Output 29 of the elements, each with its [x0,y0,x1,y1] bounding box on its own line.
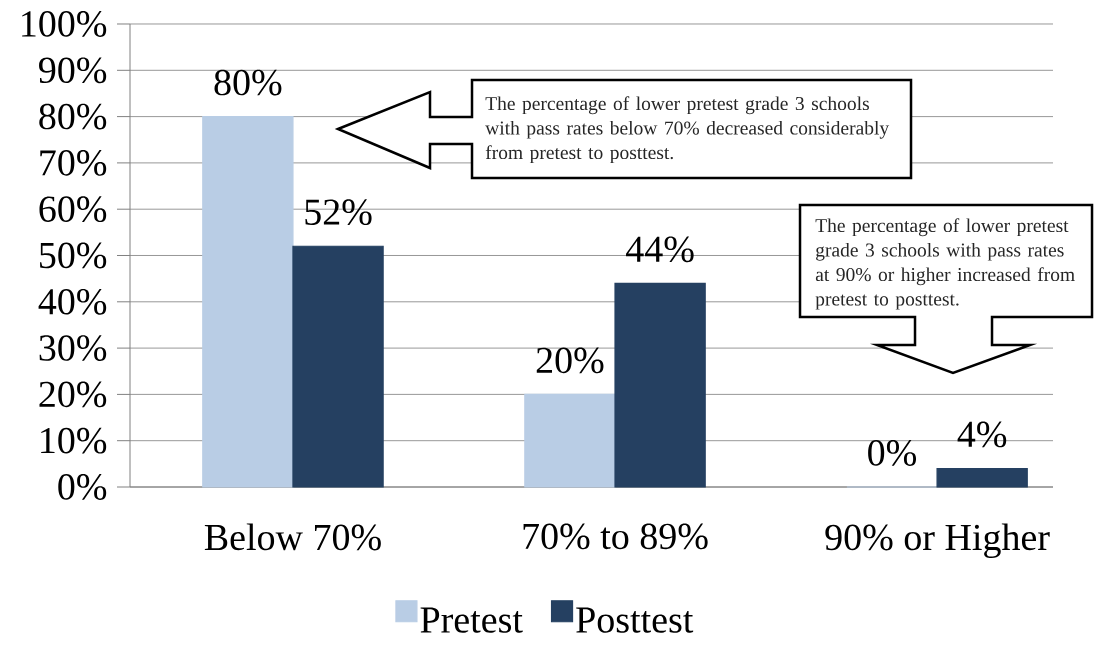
data-label: 0% [868,440,917,466]
y-tick-label: 70% [40,150,107,176]
legend-label: Posttest [576,607,694,633]
data-label: 20% [536,347,604,374]
x-tick-label: 70% to 89% [523,523,708,550]
y-tick-label: 80% [39,103,107,130]
bar [524,393,616,488]
data-label: 44% [626,236,694,263]
y-tick-label: 90% [39,57,107,84]
y-tick-label: 20% [39,381,107,408]
annotation: The percentage of lower pretest grade 3 schools with pass rates below 70% decreased considerably from pretest to posttest. [485,96,890,164]
y-tick-label: 60% [39,196,107,223]
data-label: 52% [305,199,372,226]
x-tick-label: Below 70% [204,523,381,551]
y-tick-label: 30% [39,335,107,361]
bar [936,467,1028,488]
data-label: 80% [214,69,282,96]
data-label: 4% [957,421,1007,448]
bar [292,245,384,488]
bar [614,282,706,488]
y-tick-label: 10% [41,427,107,454]
bar [202,116,294,488]
legend-label: Pretest [420,607,523,633]
y-tick-label: 100% [22,11,107,37]
annotation: The percentage of lower pretest grade 3 schools with pass rates at 90% or higher increased from pretest to posttest. [815,218,1075,310]
y-tick-label: 50% [40,242,107,269]
x-tick-label: 90% or Higher [825,523,1050,559]
y-tick-label: 40% [38,288,107,315]
y-tick-label: 0% [58,474,107,500]
